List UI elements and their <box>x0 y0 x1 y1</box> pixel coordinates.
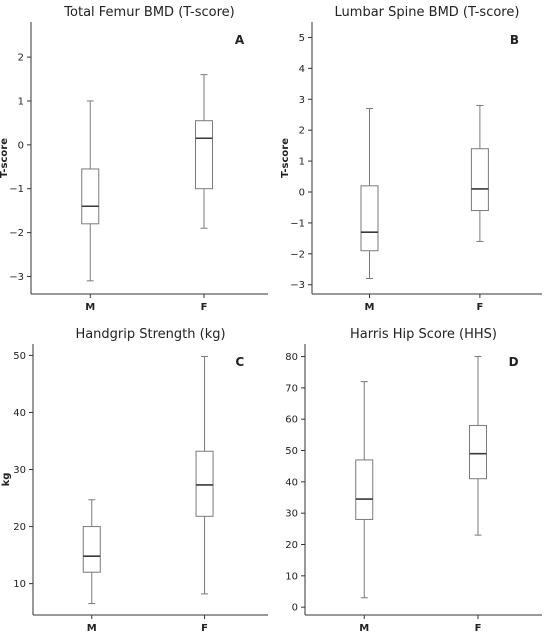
panel-c-y-label: kg <box>1 473 12 487</box>
panel-b-box-m-iqr <box>360 185 379 252</box>
panel-a-title: Total Femur BMD (T-score) <box>63 5 234 20</box>
panel-c-box-f-iqr <box>195 450 214 517</box>
panel-b-box-f-iqr <box>470 148 489 212</box>
panel-b-y-tick-label: −2 <box>290 249 305 260</box>
panel-b-y-tick-label: −1 <box>290 218 305 229</box>
panel-d-y-tick-label: 60 <box>285 415 298 426</box>
panel-c-title: Handgrip Strength (kg) <box>75 327 225 342</box>
panel-d-y-tick-label: 50 <box>285 446 298 457</box>
panel-c-y-tick-label: 40 <box>13 408 26 419</box>
panel-d-y-tick-label: 0 <box>292 603 298 614</box>
panel-d-x-tick-label: M <box>359 623 369 632</box>
panel-b-y-tick-label: 5 <box>299 33 305 44</box>
panel-c-label: C <box>235 355 244 369</box>
panel-b-y-tick-label: 2 <box>299 126 305 137</box>
panel-a-y-tick-label: 0 <box>18 140 24 151</box>
panel-c-y-tick-label: 50 <box>13 351 26 362</box>
panel-b-x-tick-label: F <box>476 302 483 313</box>
panel-a-box-f-iqr <box>195 120 214 190</box>
panel-b-y-tick-label: 1 <box>299 157 305 168</box>
panel-c-x-tick-label: F <box>201 623 208 632</box>
panel-b-y-label: T-score <box>280 138 291 178</box>
panel-b-x-tick-label: M <box>365 302 375 313</box>
panel-a-box-m-iqr <box>81 168 100 225</box>
panel-a-x-tick-label: F <box>201 302 208 313</box>
panel-a-y-tick-label: 1 <box>18 96 24 107</box>
panel-d-y-tick-label: 80 <box>285 352 298 363</box>
panel-a-y-tick-label: −2 <box>9 228 24 239</box>
panel-d-box-m-iqr <box>355 459 374 520</box>
panel-d-y-tick-label: 20 <box>285 540 298 551</box>
panel-c-y-tick-label: 30 <box>13 465 26 476</box>
panel-d-label: D <box>509 355 519 369</box>
panel-b-y-tick-label: 4 <box>299 64 305 75</box>
panel-d-title: Harris Hip Score (HHS) <box>350 327 497 342</box>
panel-d-box-f-iqr <box>469 424 488 480</box>
panel-c-x-tick-label: M <box>87 623 97 632</box>
panel-a-y-tick-label: −1 <box>9 184 24 195</box>
panel-d-y-tick-label: 70 <box>285 383 298 394</box>
panel-c-box-m-iqr <box>82 526 101 573</box>
panel-b-y-tick-label: 0 <box>299 188 305 199</box>
panel-d-y-tick-label: 40 <box>285 477 298 488</box>
panel-b-label: B <box>510 33 519 47</box>
panel-c-y-tick-label: 10 <box>13 579 26 590</box>
panel-a-y-tick-label: −3 <box>9 272 24 283</box>
panel-c-y-tick-label: 20 <box>13 522 26 533</box>
panel-b-y-tick-label: −3 <box>290 280 305 291</box>
panel-a-y-label: T-score <box>0 138 10 178</box>
panel-a-label: A <box>235 33 245 47</box>
panel-d-y-tick-label: 30 <box>285 509 298 520</box>
panel-b-y-tick-label: 3 <box>299 95 305 106</box>
panel-a-y-tick-label: 2 <box>18 53 24 64</box>
panel-b-title: Lumbar Spine BMD (T-score) <box>335 5 520 20</box>
panel-a-x-tick-label: M <box>85 302 95 313</box>
panel-d-x-tick-label: F <box>475 623 482 632</box>
panel-d-y-tick-label: 10 <box>285 571 298 582</box>
